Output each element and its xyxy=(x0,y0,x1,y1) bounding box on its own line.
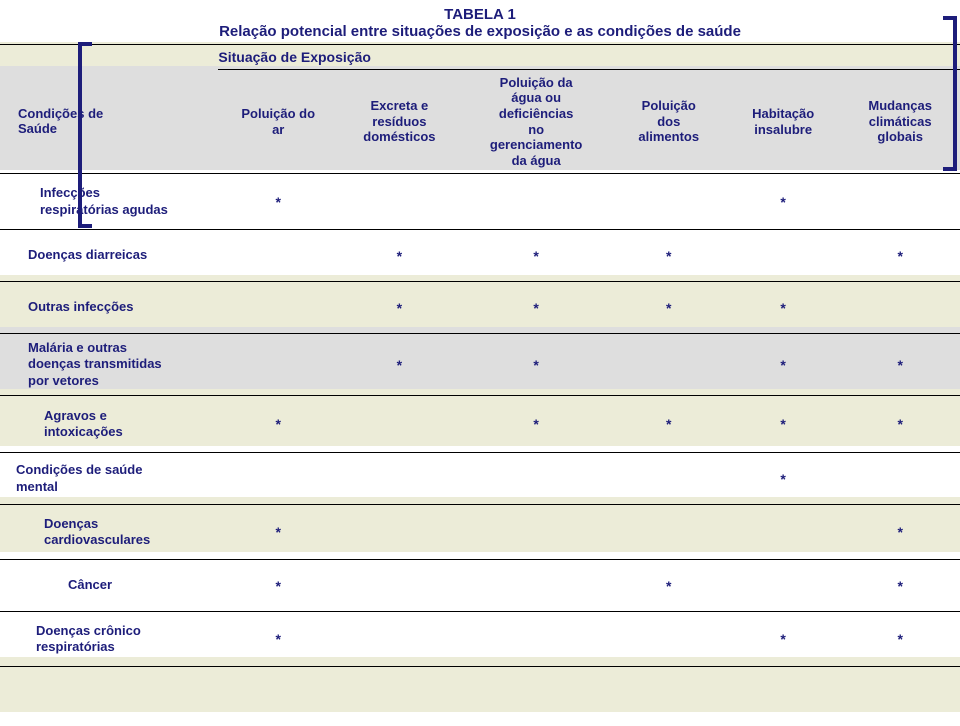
cell xyxy=(338,453,461,505)
cell: * xyxy=(726,453,840,505)
cell: * xyxy=(218,560,338,612)
cell xyxy=(338,612,461,667)
cell xyxy=(461,560,612,612)
table-row: Infecçõesrespiratórias agudas * * xyxy=(0,174,960,230)
cell: * xyxy=(612,230,726,282)
cell xyxy=(338,396,461,453)
cell xyxy=(338,505,461,560)
row-label: Doenças diarreicas xyxy=(0,230,218,282)
cell: * xyxy=(218,612,338,667)
title-row: TABELA 1 xyxy=(0,0,960,23)
table-row: Doenças diarreicas * * * * xyxy=(0,230,960,282)
table-row: Câncer * * * xyxy=(0,560,960,612)
cell: * xyxy=(840,612,960,667)
cell: * xyxy=(338,334,461,396)
row-header-label: Condições deSaúde xyxy=(0,70,218,174)
cell xyxy=(218,453,338,505)
table-row: Outras infecções * * * * xyxy=(0,282,960,334)
row-label: Agravos eintoxicações xyxy=(0,396,218,453)
cell xyxy=(218,230,338,282)
bracket-right xyxy=(943,16,957,171)
row-label: Doenças crônicorespiratórias xyxy=(0,612,218,667)
section-row: Situação de Exposição xyxy=(0,45,960,70)
cell xyxy=(726,560,840,612)
row-label: Câncer xyxy=(0,560,218,612)
cell xyxy=(218,334,338,396)
cell: * xyxy=(461,334,612,396)
cell xyxy=(840,453,960,505)
col-head: Poluição doar xyxy=(218,70,338,174)
table-row: Malária e outrasdoenças transmitidaspor … xyxy=(0,334,960,396)
subtitle-row: Relação potencial entre situações de exp… xyxy=(0,23,960,45)
row-label: Outras infecções xyxy=(0,282,218,334)
cell: * xyxy=(218,174,338,230)
cell: * xyxy=(726,282,840,334)
cell: * xyxy=(338,230,461,282)
cell: * xyxy=(726,396,840,453)
cell xyxy=(840,174,960,230)
table-row: Doençascardiovasculares * * xyxy=(0,505,960,560)
cell: * xyxy=(218,396,338,453)
cell xyxy=(726,505,840,560)
cell xyxy=(612,612,726,667)
cell xyxy=(612,174,726,230)
cell: * xyxy=(840,560,960,612)
cell: * xyxy=(840,396,960,453)
cell: * xyxy=(612,282,726,334)
cell: * xyxy=(218,505,338,560)
cell xyxy=(461,174,612,230)
page-root: TABELA 1 Relação potencial entre situaçõ… xyxy=(0,0,960,726)
cell: * xyxy=(726,334,840,396)
cell xyxy=(461,505,612,560)
cell: * xyxy=(726,612,840,667)
table-row: Doenças crônicorespiratórias * * * xyxy=(0,612,960,667)
table-title: TABELA 1 xyxy=(0,0,960,23)
cell: * xyxy=(840,505,960,560)
cell: * xyxy=(612,560,726,612)
cell: * xyxy=(726,174,840,230)
cell xyxy=(612,453,726,505)
bracket-left xyxy=(78,42,92,228)
row-label: Malária e outrasdoenças transmitidaspor … xyxy=(0,334,218,396)
main-table: TABELA 1 Relação potencial entre situaçõ… xyxy=(0,0,960,667)
col-head: Poluiçãodosalimentos xyxy=(612,70,726,174)
row-label: Doençascardiovasculares xyxy=(0,505,218,560)
col-head: Poluição daágua oudeficiênciasnogerencia… xyxy=(461,70,612,174)
cell xyxy=(461,453,612,505)
col-head: Excreta eresíduosdomésticos xyxy=(338,70,461,174)
cell xyxy=(338,174,461,230)
cell: * xyxy=(461,396,612,453)
cell xyxy=(840,282,960,334)
cell xyxy=(218,282,338,334)
row-label: Infecçõesrespiratórias agudas xyxy=(0,174,218,230)
table-row: Condições de saúdemental * xyxy=(0,453,960,505)
row-label: Condições de saúdemental xyxy=(0,453,218,505)
cell: * xyxy=(461,230,612,282)
cell xyxy=(612,505,726,560)
section-label: Situação de Exposição xyxy=(218,45,960,70)
table-row: Agravos eintoxicações * * * * * xyxy=(0,396,960,453)
header-row: Condições deSaúde Poluição doar Excreta … xyxy=(0,70,960,174)
cell xyxy=(338,560,461,612)
cell: * xyxy=(461,282,612,334)
cell xyxy=(612,334,726,396)
cell: * xyxy=(840,334,960,396)
col-head: Habitaçãoinsalubre xyxy=(726,70,840,174)
cell xyxy=(726,230,840,282)
cell: * xyxy=(612,396,726,453)
cell xyxy=(461,612,612,667)
cell: * xyxy=(840,230,960,282)
table-subtitle: Relação potencial entre situações de exp… xyxy=(0,23,960,45)
cell: * xyxy=(338,282,461,334)
